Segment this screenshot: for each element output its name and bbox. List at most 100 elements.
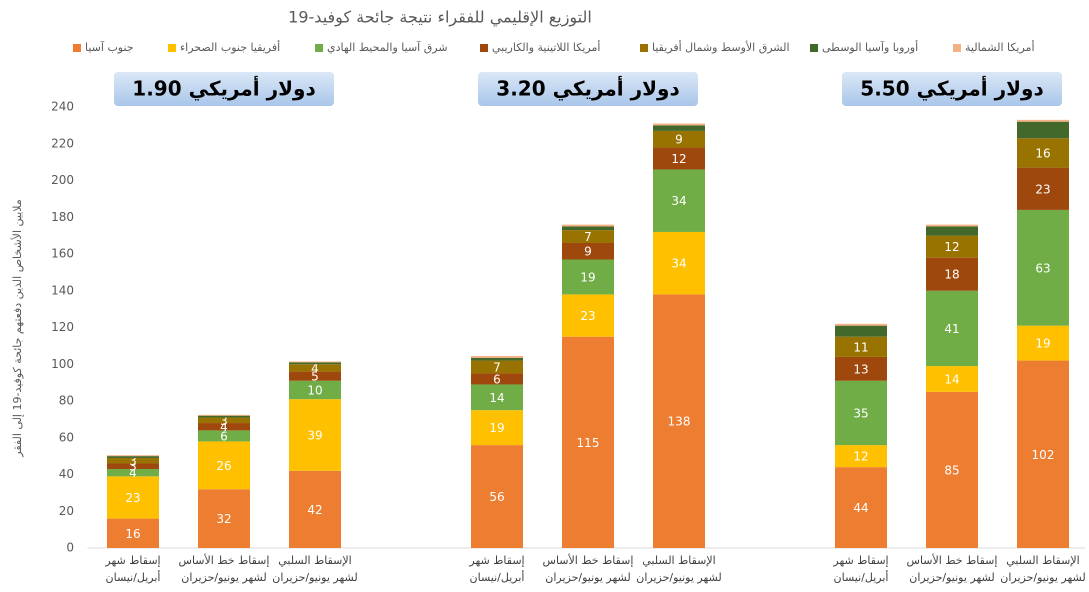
- data-label: 11: [853, 340, 868, 354]
- legend-label: أمريكا اللاتينية والكاريبي: [492, 40, 600, 54]
- group-label: 5.50 دولار أمريكي: [860, 75, 1043, 102]
- legend-swatch: [480, 44, 488, 52]
- bar-segment: [926, 226, 978, 236]
- data-label: 6: [493, 372, 501, 386]
- chart-title: التوزيع الإقليمي للفقراء نتيجة جائحة كوف…: [288, 8, 592, 28]
- bar-segment: [562, 230, 614, 243]
- x-tick-label: إسقاط خط الأساس: [907, 553, 998, 567]
- bar-segment: [653, 125, 705, 131]
- group-box: [114, 72, 334, 106]
- legend-label: جنوب آسيا: [85, 40, 134, 54]
- data-label: 19: [1035, 337, 1050, 351]
- bar-segment: [471, 357, 523, 361]
- data-label: 7: [493, 361, 501, 375]
- legend-swatch: [315, 44, 323, 52]
- bar-segment: [653, 294, 705, 548]
- bar-segment: [926, 257, 978, 291]
- bar-segment: [289, 361, 341, 363]
- bar-segment: [926, 366, 978, 392]
- bar-segment: [1017, 119, 1069, 122]
- y-tick-label: 240: [51, 100, 74, 114]
- y-tick-label: 60: [59, 430, 74, 444]
- y-tick-label: 180: [51, 210, 74, 224]
- bar-segment: [1017, 360, 1069, 548]
- data-label: 7: [584, 230, 592, 244]
- bar-segment: [107, 456, 159, 458]
- data-label: 19: [489, 421, 504, 435]
- bar-segment: [289, 380, 341, 400]
- bar-segment: [107, 476, 159, 519]
- bar-segment: [198, 423, 250, 431]
- legend-label: أوروبا وآسيا الوسطى: [822, 40, 918, 54]
- data-label: 5: [311, 370, 319, 384]
- y-tick-label: 140: [51, 283, 74, 297]
- bar-segment: [562, 294, 614, 337]
- bar-segment: [471, 373, 523, 385]
- data-label: 3: [129, 454, 137, 468]
- bar-segment: [471, 355, 523, 358]
- x-tick-label: الإسقاط السلبي: [1006, 554, 1079, 567]
- data-label: 18: [944, 268, 959, 282]
- bar-segment: [1017, 121, 1069, 139]
- x-tick-label: الإسقاط السلبي: [642, 554, 715, 567]
- y-tick-label: 40: [59, 467, 74, 481]
- bar-segment: [653, 169, 705, 232]
- y-tick-label: 80: [59, 394, 74, 408]
- data-label: 12: [853, 450, 868, 464]
- data-label: 56: [489, 490, 504, 504]
- bar-segment: [1017, 209, 1069, 326]
- x-tick-label: لشهر يونيو/حزيران: [1000, 571, 1085, 584]
- data-label: 41: [944, 322, 959, 336]
- bar-segment: [198, 430, 250, 442]
- data-label: 23: [580, 309, 595, 323]
- x-tick-label: إسقاط شهر: [468, 554, 524, 567]
- bar-segment: [107, 518, 159, 548]
- x-tick-label: أبريل/نيسان: [106, 570, 161, 584]
- bar-segment: [562, 226, 614, 231]
- x-tick-label: إسقاط شهر: [832, 554, 888, 567]
- data-label: 12: [671, 152, 686, 166]
- data-label: 4: [129, 466, 137, 480]
- bar-segment: [471, 360, 523, 374]
- data-label: 35: [853, 406, 868, 420]
- legend-label: الشرق الأوسط وشمال أفريقيا: [652, 40, 790, 54]
- x-tick-label: لشهر يونيو/حزيران: [272, 571, 357, 584]
- data-label: 4: [311, 361, 319, 375]
- bar-segment: [289, 470, 341, 548]
- data-label: 13: [853, 362, 868, 376]
- x-tick-label: إسقاط شهر: [104, 554, 160, 567]
- data-label: 23: [125, 491, 140, 505]
- group-label: 3.20 دولار أمريكي: [496, 75, 679, 102]
- data-label: 6: [220, 429, 228, 443]
- data-label: 23: [1035, 182, 1050, 196]
- bar-segment: [289, 371, 341, 381]
- x-tick-label: لشهر يونيو/حزيران: [636, 571, 721, 584]
- bar-segment: [198, 414, 250, 416]
- data-label: 3: [220, 414, 228, 428]
- data-label: 3: [129, 460, 137, 474]
- x-tick-label: الإسقاط السلبي: [278, 554, 351, 567]
- data-label: 34: [671, 257, 686, 271]
- x-tick-label: لشهر يونيو/حزيران: [181, 571, 266, 584]
- bar-segment: [653, 147, 705, 170]
- bar-segment: [562, 259, 614, 295]
- x-tick-label: لشهر يونيو/حزيران: [909, 571, 994, 584]
- bar-segment: [926, 224, 978, 227]
- y-tick-label: 200: [51, 173, 74, 187]
- data-label: 39: [307, 428, 322, 442]
- bar-segment: [562, 224, 614, 227]
- bar-segment: [107, 457, 159, 464]
- bar-segment: [1017, 325, 1069, 361]
- legend-swatch: [640, 44, 648, 52]
- legend-swatch: [810, 44, 818, 52]
- data-label: 19: [580, 270, 595, 284]
- data-label: 26: [216, 459, 231, 473]
- data-label: 138: [668, 415, 691, 429]
- bar-segment: [835, 380, 887, 446]
- x-tick-label: إسقاط خط الأساس: [543, 553, 634, 567]
- data-label: 14: [489, 391, 504, 405]
- y-tick-label: 220: [51, 136, 74, 150]
- legend-label: أمريكا الشمالية: [965, 40, 1035, 54]
- x-tick-label: إسقاط خط الأساس: [179, 553, 270, 567]
- data-label: 16: [125, 527, 140, 541]
